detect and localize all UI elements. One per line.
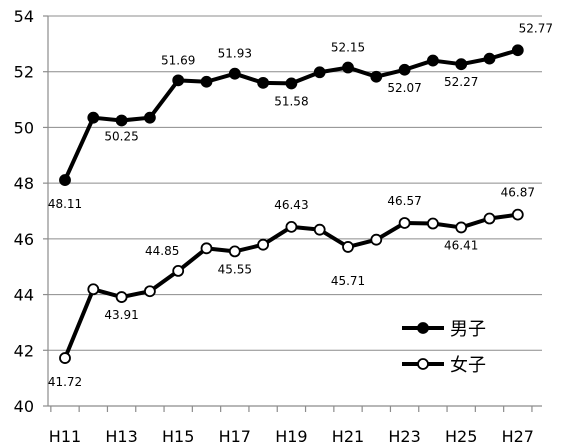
series-lines [59,44,524,364]
x-tick-label: H15 [162,427,194,446]
data-point [172,74,185,87]
legend-label: 男子 [450,319,486,340]
data-point [511,44,524,57]
legend-marker [417,322,429,334]
legend-item-male: 男子 [402,319,486,340]
data-label: 50.25 [104,129,138,143]
data-point [228,67,241,80]
data-point [143,285,156,298]
data-label: 46.43 [274,198,308,212]
data-label: 43.91 [104,308,138,322]
data-point [285,77,298,90]
data-point [143,111,156,124]
data-point [200,242,213,255]
data-point [511,208,524,221]
data-label: 45.71 [331,274,365,288]
data-point [426,54,439,67]
legend-item-female: 女子 [402,355,486,376]
y-tick-label: 46 [14,230,34,249]
y-tick-label: 52 [14,63,34,82]
x-tick-labels: H11 H13 H15 H17 H19 H21 H23 H25 H27 [49,427,534,446]
legend-label: 女子 [450,355,486,376]
data-point [59,174,71,186]
data-label: 44.85 [145,244,179,258]
y-tick-label: 48 [14,174,34,193]
data-point [342,241,354,253]
data-label: 46.41 [444,238,478,252]
data-point [87,283,100,296]
x-tick-label: H17 [219,427,251,446]
data-point [426,217,439,230]
y-tick-label: 40 [14,397,34,416]
y-tick-label: 50 [14,118,34,137]
data-point [313,223,326,236]
data-label: 51.69 [161,53,195,67]
x-tick-label: H23 [388,427,420,446]
y-tick-label: 44 [14,286,34,305]
axes [43,15,542,412]
data-point [200,75,213,88]
data-point [228,245,241,258]
data-label: 46.87 [501,186,535,200]
data-label: 51.58 [274,94,308,108]
data-label: 51.93 [218,47,252,61]
x-tick-label: H21 [332,427,364,446]
data-point [115,291,128,303]
series-line-male [63,48,519,181]
data-point [455,58,468,71]
data-label: 52.07 [387,81,421,95]
data-label: 52.15 [331,41,365,55]
x-tick-label: H25 [445,427,477,446]
data-point [370,233,383,246]
data-point [370,70,383,83]
x-tick-label: H27 [502,427,534,446]
data-label: 41.72 [48,375,82,389]
y-tick-label: 54 [14,7,34,26]
data-point [483,212,496,225]
data-point [257,238,270,251]
y-tick-labels: 40 42 44 46 48 50 52 54 [14,7,34,416]
data-point [115,114,128,127]
data-point [342,61,354,74]
y-tick-label: 42 [14,341,34,360]
data-labels: 48.11 50.25 51.69 51.93 51.58 52.15 52.07 52.27… [48,21,553,389]
legend-marker [417,358,429,370]
data-point [398,217,411,229]
x-tick-label: H11 [49,427,81,446]
data-point [87,111,100,124]
data-point [313,66,326,79]
data-point [398,63,411,76]
data-point [257,76,270,89]
x-tick-label: H19 [275,427,307,446]
data-label: 45.55 [218,262,252,276]
data-point [455,221,468,234]
data-point [483,52,496,65]
data-point [285,220,298,233]
data-point [59,352,71,364]
data-label: 46.57 [387,194,421,208]
data-label: 48.11 [48,197,82,211]
data-label: 52.27 [444,75,478,89]
data-label: 52.77 [519,21,553,35]
data-point [172,264,185,277]
x-tick-label: H13 [105,427,137,446]
